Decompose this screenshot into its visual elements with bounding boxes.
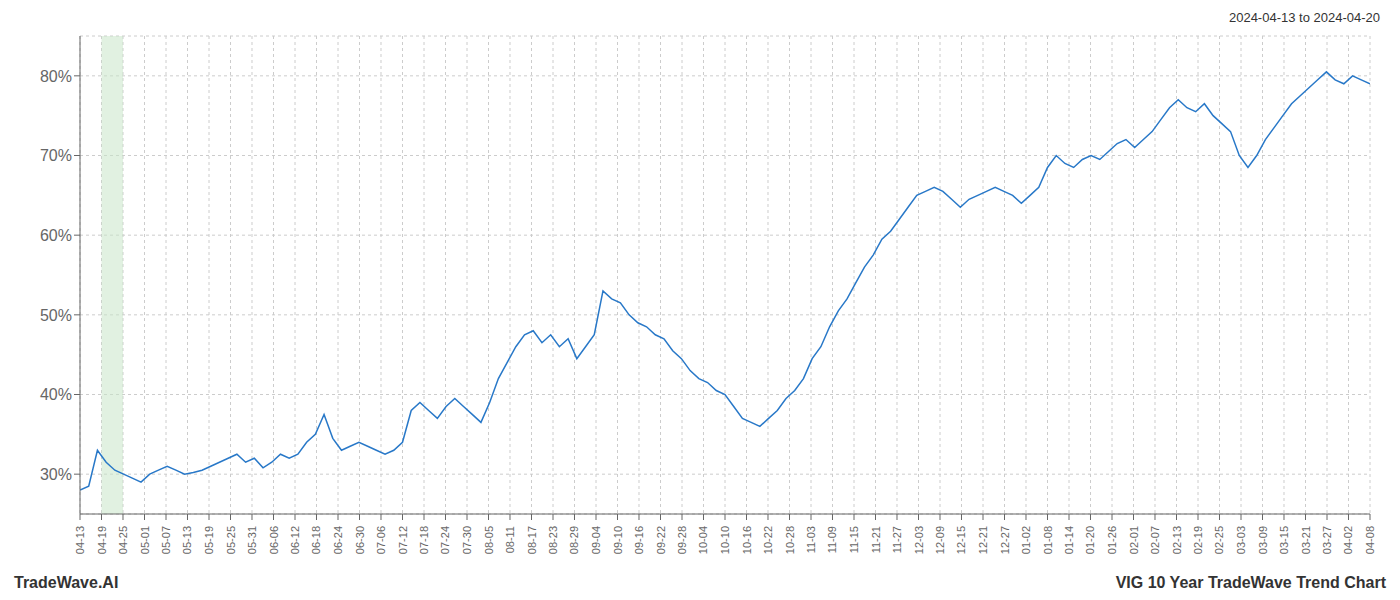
svg-text:01-02: 01-02 <box>1020 526 1032 554</box>
svg-text:02-01: 02-01 <box>1128 526 1140 554</box>
svg-text:12-21: 12-21 <box>977 526 989 554</box>
svg-text:04-02: 04-02 <box>1342 526 1354 554</box>
svg-text:06-06: 06-06 <box>268 526 280 554</box>
svg-text:07-30: 07-30 <box>461 526 473 554</box>
svg-text:70%: 70% <box>40 147 72 164</box>
svg-text:05-25: 05-25 <box>225 526 237 554</box>
svg-text:60%: 60% <box>40 227 72 244</box>
svg-text:05-13: 05-13 <box>181 526 193 554</box>
svg-text:08-29: 08-29 <box>568 526 580 554</box>
svg-text:06-30: 06-30 <box>354 526 366 554</box>
svg-text:01-14: 01-14 <box>1063 526 1075 554</box>
svg-text:04-25: 04-25 <box>117 526 129 554</box>
svg-text:09-28: 09-28 <box>676 526 688 554</box>
svg-text:04-13: 04-13 <box>74 526 86 554</box>
svg-text:10-04: 10-04 <box>697 526 709 554</box>
svg-text:30%: 30% <box>40 466 72 483</box>
svg-text:12-15: 12-15 <box>955 526 967 554</box>
svg-text:08-23: 08-23 <box>547 526 559 554</box>
svg-text:04-08: 04-08 <box>1364 526 1376 554</box>
svg-text:04-19: 04-19 <box>96 526 108 554</box>
svg-text:02-07: 02-07 <box>1149 526 1161 554</box>
svg-text:08-17: 08-17 <box>526 526 538 554</box>
svg-text:07-18: 07-18 <box>418 526 430 554</box>
svg-text:09-10: 09-10 <box>612 526 624 554</box>
svg-text:08-05: 08-05 <box>483 526 495 554</box>
svg-text:09-22: 09-22 <box>655 526 667 554</box>
svg-text:50%: 50% <box>40 307 72 324</box>
svg-text:09-04: 09-04 <box>590 526 602 554</box>
svg-text:02-19: 02-19 <box>1192 526 1204 554</box>
svg-text:07-24: 07-24 <box>439 526 451 554</box>
html-text:VIG 10 Year TradeWave Trend Ch: VIG 10 Year TradeWave Trend Chart <box>1115 574 1386 591</box>
svg-text:03-21: 03-21 <box>1300 526 1312 554</box>
svg-text:10-22: 10-22 <box>762 526 774 554</box>
svg-text:05-01: 05-01 <box>139 526 151 554</box>
svg-text:01-08: 01-08 <box>1042 526 1054 554</box>
svg-text:08-11: 08-11 <box>504 526 516 553</box>
svg-text:10-16: 10-16 <box>741 526 753 554</box>
svg-text:07-06: 07-06 <box>375 526 387 554</box>
svg-text:12-03: 12-03 <box>913 526 925 554</box>
svg-text:06-18: 06-18 <box>310 526 322 554</box>
svg-text:06-24: 06-24 <box>332 526 344 554</box>
svg-text:05-31: 05-31 <box>246 526 258 554</box>
svg-text:11-27: 11-27 <box>891 526 903 553</box>
html-text:TradeWave.AI: TradeWave.AI <box>14 574 119 591</box>
svg-text:80%: 80% <box>40 68 72 85</box>
svg-text:07-12: 07-12 <box>397 526 409 554</box>
svg-text:01-20: 01-20 <box>1084 526 1096 554</box>
svg-text:11-03: 11-03 <box>805 526 817 553</box>
svg-text:11-15: 11-15 <box>848 526 860 553</box>
svg-text:02-25: 02-25 <box>1213 526 1225 554</box>
html-text:2024-04-13 to 2024-04-20: 2024-04-13 to 2024-04-20 <box>1228 10 1380 25</box>
svg-text:06-12: 06-12 <box>289 526 301 554</box>
svg-text:01-26: 01-26 <box>1106 526 1118 554</box>
svg-text:10-28: 10-28 <box>784 526 796 554</box>
svg-text:05-07: 05-07 <box>160 526 172 554</box>
svg-text:05-19: 05-19 <box>203 526 215 554</box>
svg-text:03-27: 03-27 <box>1321 526 1333 554</box>
svg-text:40%: 40% <box>40 386 72 403</box>
svg-text:10-10: 10-10 <box>719 526 731 554</box>
svg-text:09-16: 09-16 <box>633 526 645 554</box>
svg-text:03-15: 03-15 <box>1278 526 1290 554</box>
svg-text:03-09: 03-09 <box>1257 526 1269 554</box>
svg-text:12-09: 12-09 <box>934 526 946 554</box>
svg-text:11-09: 11-09 <box>826 526 838 553</box>
svg-text:11-21: 11-21 <box>870 526 882 553</box>
svg-text:12-27: 12-27 <box>999 526 1011 554</box>
svg-text:03-03: 03-03 <box>1235 526 1247 554</box>
svg-text:02-13: 02-13 <box>1171 526 1183 554</box>
